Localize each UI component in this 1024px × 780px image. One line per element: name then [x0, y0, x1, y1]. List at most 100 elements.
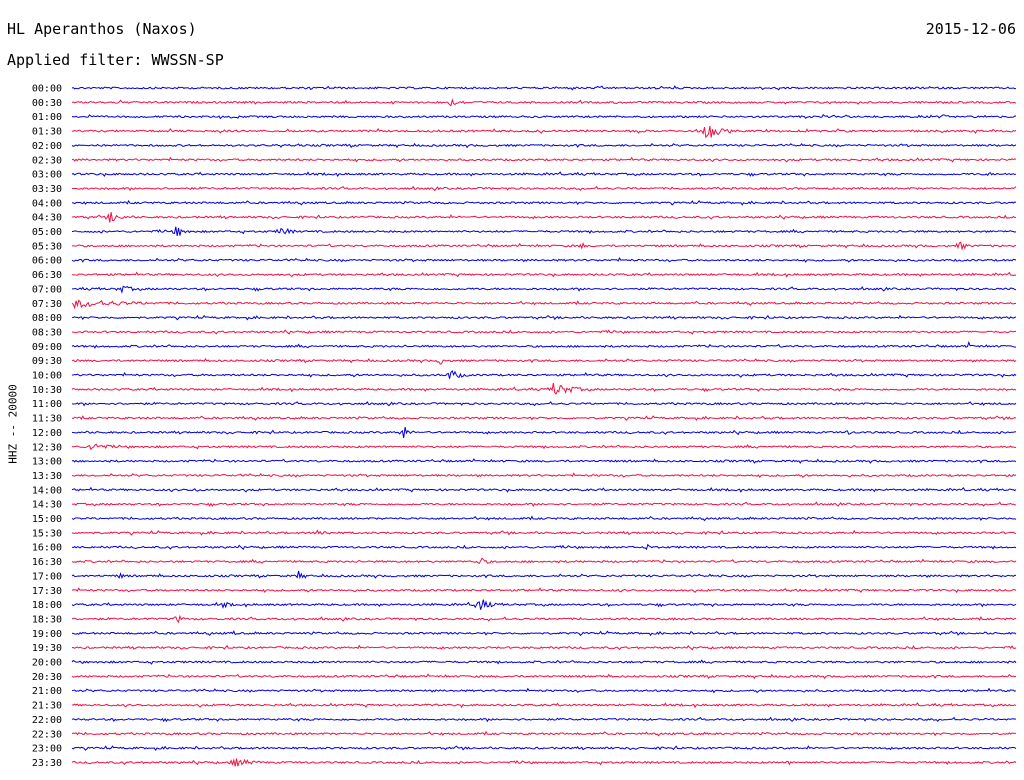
trace-1330 [71, 472, 1017, 479]
time-tick-label: 14:00 [32, 485, 62, 496]
trace-0200 [71, 142, 1017, 149]
trace-1600 [71, 543, 1017, 551]
trace-0800 [71, 314, 1017, 321]
time-tick-label: 02:00 [32, 141, 62, 152]
time-tick-label: 10:00 [32, 371, 62, 382]
time-tick-label: 06:30 [32, 270, 62, 281]
time-tick-label: 11:30 [32, 414, 62, 425]
time-tick-label: 00:00 [32, 84, 62, 95]
time-tick-label: 15:00 [32, 514, 62, 525]
time-tick-label: 19:30 [32, 643, 62, 654]
trace-2030 [71, 673, 1017, 680]
time-tick-label: 06:00 [32, 256, 62, 267]
time-tick-label: 12:00 [32, 428, 62, 439]
time-tick-label: 13:30 [32, 471, 62, 482]
time-tick-label: 09:30 [32, 356, 62, 367]
trace-2100 [71, 687, 1017, 694]
time-tick-label: 12:30 [32, 442, 62, 453]
station-title: HL Aperanthos (Naxos) [7, 20, 197, 38]
trace-2230 [71, 730, 1017, 737]
trace-1830 [71, 614, 1017, 624]
trace-0330 [71, 185, 1017, 192]
trace-2200 [71, 716, 1017, 723]
trace-0230 [71, 156, 1017, 163]
trace-1230 [71, 443, 1017, 451]
trace-1000 [71, 369, 1017, 379]
trace-0030 [71, 98, 1017, 107]
time-tick-label: 22:30 [32, 729, 62, 740]
traces-group: 00:00 00:30 01:00 01:30 02:00 02:30 03:00 03:30… [32, 84, 1017, 769]
time-tick-label: 22:00 [32, 715, 62, 726]
time-tick-label: 05:00 [32, 227, 62, 238]
time-tick-label: 03:00 [32, 170, 62, 181]
trace-0430 [71, 212, 1017, 223]
trace-2000 [71, 659, 1017, 665]
time-tick-label: 09:00 [32, 342, 62, 353]
trace-0500 [71, 226, 1017, 236]
time-tick-label: 03:30 [32, 184, 62, 195]
time-tick-label: 21:00 [32, 686, 62, 697]
trace-1700 [71, 570, 1017, 580]
time-tick-label: 13:00 [32, 457, 62, 468]
trace-1530 [71, 529, 1017, 536]
time-tick-label: 20:30 [32, 672, 62, 683]
time-tick-label: 04:00 [32, 198, 62, 209]
time-tick-label: 18:00 [32, 600, 62, 611]
time-tick-label: 21:30 [32, 701, 62, 712]
trace-0130 [71, 126, 1017, 139]
trace-0400 [71, 199, 1017, 206]
trace-0300 [71, 171, 1017, 178]
trace-2300 [71, 745, 1017, 751]
trace-1800 [71, 599, 1017, 610]
time-tick-label: 01:00 [32, 112, 62, 123]
time-tick-label: 14:30 [32, 500, 62, 511]
time-tick-label: 01:30 [32, 127, 62, 138]
time-tick-label: 11:00 [32, 399, 62, 410]
trace-0830 [71, 329, 1017, 335]
time-tick-label: 00:30 [32, 98, 62, 109]
time-tick-label: 19:00 [32, 629, 62, 640]
time-tick-label: 02:30 [32, 155, 62, 166]
trace-0100 [71, 113, 1017, 120]
filter-subtitle: Applied filter: WWSSN-SP [7, 51, 224, 69]
trace-1500 [71, 515, 1017, 522]
date-label: 2015-12-06 [925, 20, 1016, 38]
trace-1100 [71, 400, 1017, 407]
trace-1630 [71, 557, 1017, 564]
time-tick-label: 23:00 [32, 744, 62, 755]
time-tick-label: 18:30 [32, 614, 62, 625]
time-tick-label: 08:30 [32, 327, 62, 338]
trace-1400 [71, 486, 1017, 493]
trace-0700 [72, 285, 1017, 294]
time-tick-label: 16:30 [32, 557, 62, 568]
time-tick-label: 23:30 [32, 758, 62, 769]
trace-1730 [71, 587, 1017, 594]
trace-0530 [71, 241, 1017, 251]
trace-1130 [71, 415, 1017, 421]
time-tick-label: 07:00 [32, 284, 62, 295]
time-tick-label: 05:30 [32, 241, 62, 252]
trace-0930 [71, 357, 1017, 365]
time-tick-label: 15:30 [32, 528, 62, 539]
time-tick-label: 17:00 [32, 571, 62, 582]
trace-0630 [71, 271, 1017, 278]
trace-2330 [71, 758, 1017, 767]
trace-0600 [71, 257, 1017, 263]
trace-1300 [71, 458, 1017, 464]
trace-1900 [71, 630, 1017, 637]
time-tick-label: 17:30 [32, 586, 62, 597]
trace-1030 [71, 383, 1017, 395]
time-tick-label: 20:00 [32, 658, 62, 669]
trace-0900 [71, 340, 1017, 349]
time-tick-label: 04:30 [32, 213, 62, 224]
time-tick-label: 10:30 [32, 385, 62, 396]
time-tick-label: 16:00 [32, 543, 62, 554]
trace-1930 [71, 644, 1017, 651]
time-tick-label: 07:30 [32, 299, 62, 310]
trace-0730 [71, 299, 1017, 310]
trace-2130 [71, 702, 1017, 709]
trace-0000 [71, 85, 1017, 91]
trace-1200 [71, 426, 1017, 439]
trace-1430 [71, 501, 1017, 507]
